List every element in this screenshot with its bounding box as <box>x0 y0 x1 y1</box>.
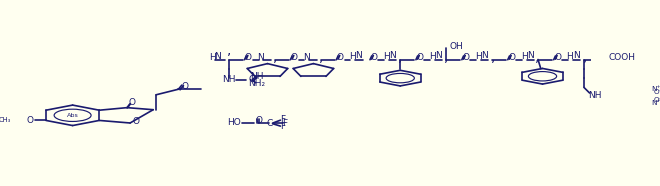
Text: OH: OH <box>449 42 463 51</box>
Text: ,: , <box>583 50 587 64</box>
Text: Abs: Abs <box>67 113 79 118</box>
Text: H: H <box>566 52 574 61</box>
Text: H: H <box>383 52 389 61</box>
Text: ,: , <box>397 50 402 64</box>
Text: N: N <box>435 51 442 60</box>
Text: O: O <box>554 53 561 62</box>
Text: O: O <box>462 53 469 62</box>
Text: O⁻: O⁻ <box>653 89 660 95</box>
Text: ,: , <box>535 50 540 64</box>
Text: N: N <box>573 51 579 60</box>
Text: H: H <box>349 52 356 61</box>
Text: N⁺: N⁺ <box>651 86 660 92</box>
Text: HO: HO <box>226 118 240 127</box>
Text: NH: NH <box>250 72 263 81</box>
Text: H: H <box>475 52 482 61</box>
Text: F: F <box>280 122 285 131</box>
Text: H: H <box>429 52 436 61</box>
Text: N: N <box>257 53 264 62</box>
Text: H: H <box>521 52 527 61</box>
Text: C: C <box>248 76 254 84</box>
Text: N: N <box>481 51 488 60</box>
Text: N: N <box>389 51 396 60</box>
Text: O: O <box>27 116 34 125</box>
Text: C: C <box>266 119 273 128</box>
Text: O: O <box>182 82 189 91</box>
Text: O: O <box>132 117 139 126</box>
Text: NH: NH <box>589 91 602 100</box>
Text: F: F <box>280 115 285 124</box>
Text: NH: NH <box>222 76 236 84</box>
Text: N: N <box>355 51 362 60</box>
Text: O: O <box>416 53 423 62</box>
Text: N: N <box>304 53 310 62</box>
Text: ,: , <box>319 50 323 64</box>
Text: N: N <box>527 51 533 60</box>
Text: CH₃: CH₃ <box>0 117 11 124</box>
Text: COOH: COOH <box>608 53 635 62</box>
Text: N: N <box>214 52 221 61</box>
Text: O: O <box>370 53 378 62</box>
Text: O: O <box>291 53 298 62</box>
Text: ,: , <box>273 50 277 64</box>
Text: O: O <box>128 98 135 107</box>
Text: ,: , <box>444 50 448 64</box>
Text: H: H <box>209 53 215 62</box>
Text: O: O <box>337 53 344 62</box>
Text: O: O <box>255 116 263 125</box>
Text: ,: , <box>226 43 231 57</box>
Text: O: O <box>245 53 252 62</box>
Text: O⁻: O⁻ <box>653 97 660 103</box>
Text: NH₂: NH₂ <box>248 79 265 88</box>
Text: O: O <box>508 53 515 62</box>
Text: F: F <box>282 119 288 128</box>
Text: N⁺: N⁺ <box>651 100 660 106</box>
Text: ,: , <box>491 50 496 64</box>
